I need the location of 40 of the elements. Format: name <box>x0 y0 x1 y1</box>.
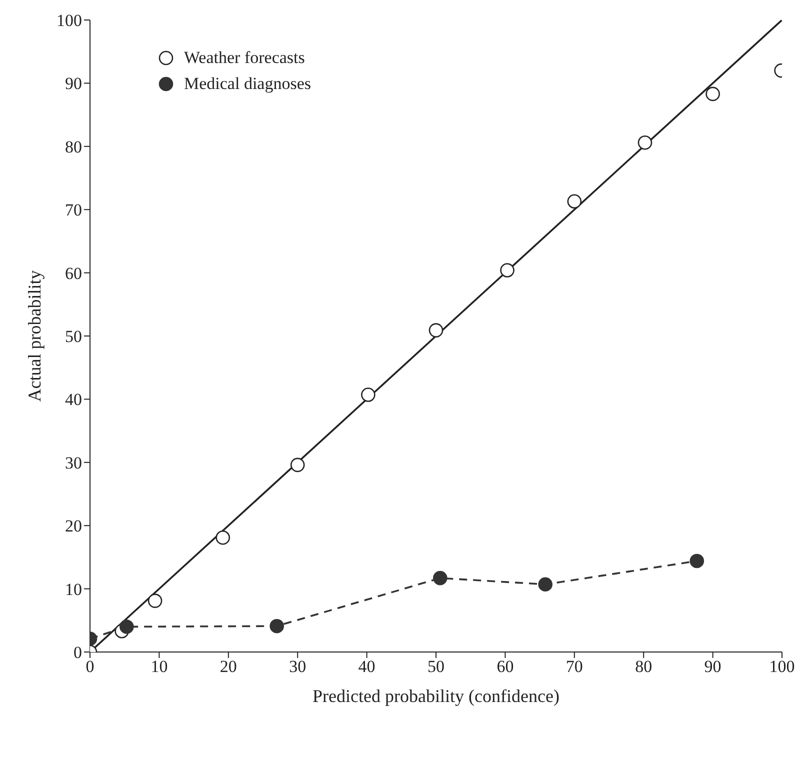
point <box>706 86 720 102</box>
y-tick-label: 10 <box>65 580 82 599</box>
x-tick-label: 50 <box>428 657 444 676</box>
point <box>638 135 652 150</box>
y-tick-label: 90 <box>65 74 82 94</box>
point <box>538 577 552 592</box>
x-tick-label: 80 <box>635 657 652 676</box>
x-tick-label: 30 <box>289 657 306 676</box>
y-tick-label: 60 <box>65 264 82 283</box>
x-axis-title: Predicted probability (confidence) <box>312 686 560 706</box>
legend-label: Weather forecasts <box>184 48 305 68</box>
y-tick-label: 30 <box>65 453 82 472</box>
point <box>428 323 444 338</box>
x-tick-label: 100 <box>769 657 795 676</box>
point <box>216 530 230 545</box>
point <box>567 194 582 209</box>
point <box>290 458 305 472</box>
y-tick-label: 20 <box>65 516 82 536</box>
x-tick-label: 0 <box>86 657 94 676</box>
point <box>500 263 514 278</box>
x-tick-label: 40 <box>358 657 376 676</box>
x-tick-label: 70 <box>566 657 583 676</box>
y-tick-label: 80 <box>65 137 82 156</box>
y-axis-title: Actual probability <box>24 270 44 402</box>
y-tick-label: 100 <box>56 11 82 30</box>
x-tick-label: 10 <box>150 657 168 676</box>
point <box>120 620 134 634</box>
point <box>270 618 284 634</box>
y-tick-label: 50 <box>65 327 82 346</box>
point <box>433 570 448 586</box>
point <box>361 388 376 402</box>
point <box>690 554 704 568</box>
y-tick-label: 70 <box>65 200 82 220</box>
x-tick-label: 20 <box>220 657 237 676</box>
point <box>148 594 162 608</box>
legend-label: Medical diagnoses <box>184 74 311 94</box>
x-tick-label: 60 <box>496 657 514 676</box>
y-tick-label: 40 <box>65 390 82 410</box>
y-tick-label: 0 <box>74 643 82 662</box>
x-tick-label: 90 <box>704 657 722 676</box>
